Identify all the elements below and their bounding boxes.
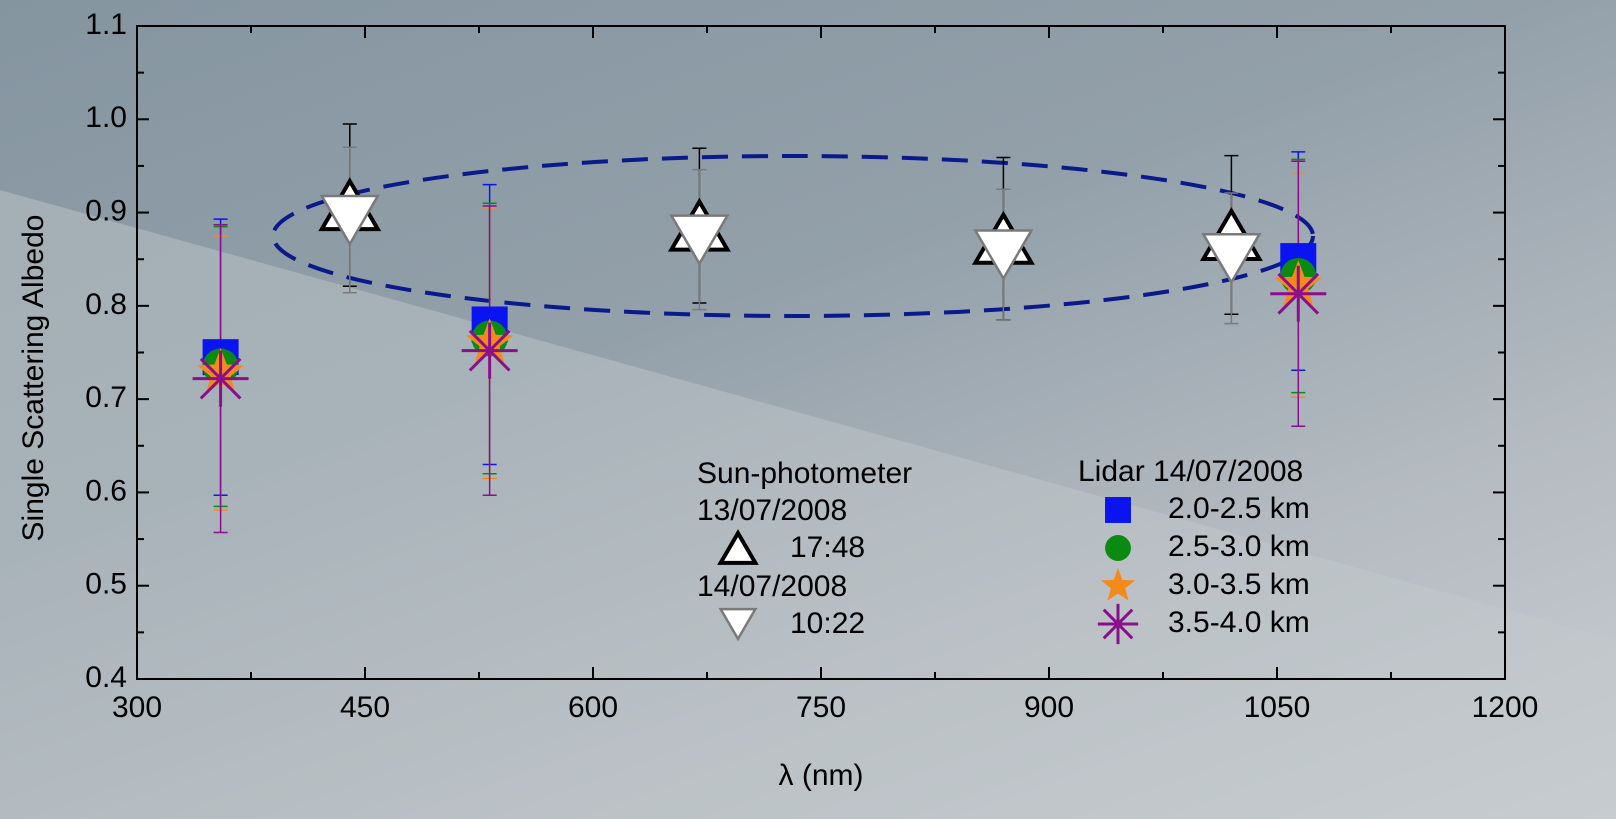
chart: λ (nm) Single Scattering Albedo 300 450 60… [0,0,1616,819]
square-marker [1105,497,1131,523]
x-tick-label: 450 [340,691,390,724]
x-axis-label: λ (nm) [779,759,864,792]
asterisk-marker [1098,604,1138,644]
asterisk-marker [462,323,518,379]
y-tick-label: 0.8 [85,288,127,321]
asterisk-marker [193,351,249,407]
x-tick-label: 750 [796,691,846,724]
x-tick-label: 600 [568,691,618,724]
y-tick-label: 1.0 [85,101,127,134]
legend-label: 17:48 [790,531,865,564]
x-tick-label: 1200 [1472,691,1539,724]
x-tick-label: 300 [112,691,162,724]
legend-label: 3.0-3.5 km [1168,568,1310,601]
y-tick-label: 0.7 [85,381,127,414]
y-tick-label: 0.9 [85,194,127,227]
y-axis-label: Single Scattering Albedo [17,215,50,542]
y-tick-label: 0.6 [85,474,127,507]
x-tick-label: 1050 [1244,691,1311,724]
legend-label: 10:22 [790,607,865,640]
y-tick-label: 0.5 [85,568,127,601]
highlight-ellipse [273,156,1313,316]
legend-label: 2.5-3.0 km [1168,530,1310,563]
y-tick-label: 0.4 [85,661,127,694]
legend-label: 2.0-2.5 km [1168,492,1310,525]
legend-date: 14/07/2008 [697,570,847,603]
y-tick-label: 1.1 [85,8,127,41]
legend-title: Sun-photometer [697,457,912,490]
legend-title: Lidar 14/07/2008 [1078,455,1303,488]
legend-date: 13/07/2008 [697,494,847,527]
asterisk-marker [1270,266,1326,322]
circle-marker [1105,535,1131,561]
x-tick-label: 900 [1024,691,1074,724]
legend-label: 3.5-4.0 km [1168,606,1310,639]
page: λ (nm) Single Scattering Albedo 300 450 60… [0,0,1616,819]
